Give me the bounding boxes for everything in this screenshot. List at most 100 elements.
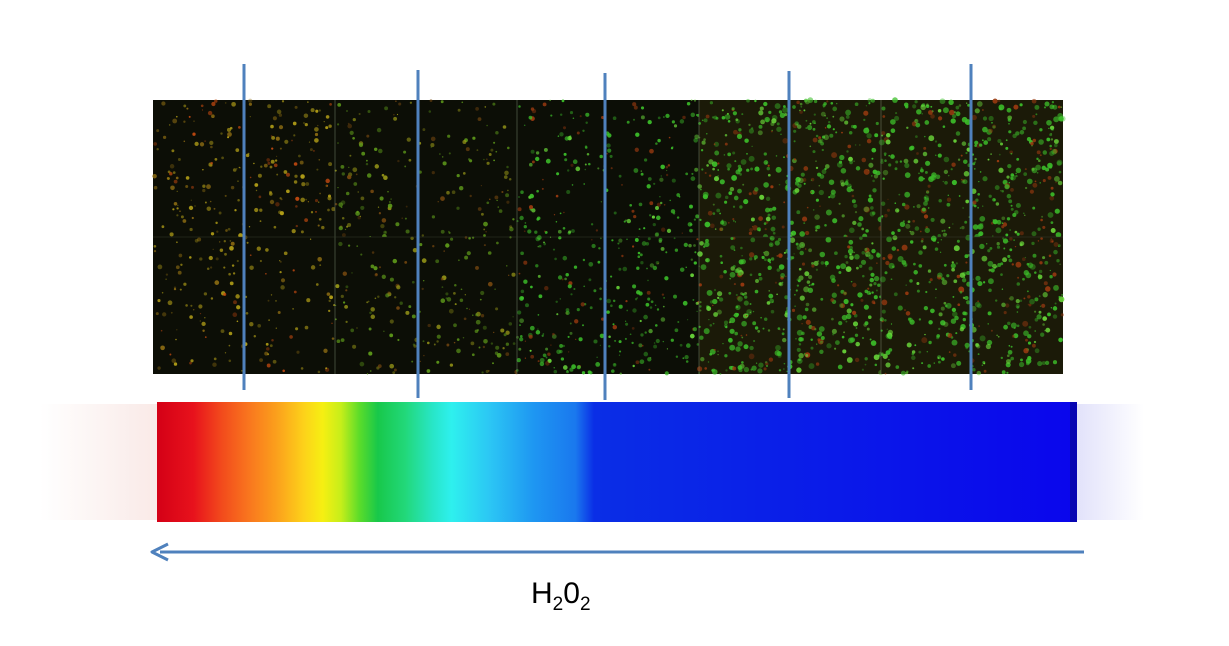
micrograph-speck	[671, 146, 674, 149]
micrograph-speck	[366, 301, 369, 304]
micrograph-speck	[493, 159, 495, 162]
micrograph-speck	[688, 243, 692, 248]
micrograph-speck	[663, 203, 666, 206]
micrograph-speck	[1060, 313, 1065, 317]
micrograph-speck	[436, 334, 441, 339]
micrograph-speck	[799, 109, 801, 112]
micrograph-speck	[229, 126, 233, 130]
micrograph-speck	[1006, 354, 1010, 358]
micrograph-speck	[950, 118, 956, 124]
micrograph-speck	[864, 357, 868, 361]
micrograph-speck	[888, 154, 891, 157]
micrograph-speck	[871, 157, 874, 160]
micrograph-speck	[693, 137, 699, 143]
micrograph-speck	[741, 255, 743, 257]
micrograph-speck	[383, 175, 388, 180]
micrograph-speck	[480, 212, 484, 216]
micrograph-speck	[289, 335, 293, 339]
micrograph-speck	[584, 163, 587, 166]
micrograph-speck	[1054, 302, 1057, 305]
micrograph-speck	[1039, 305, 1042, 307]
micrograph-speck	[673, 124, 678, 128]
micrograph-speck	[971, 114, 977, 121]
micrograph-speck	[664, 276, 669, 281]
micrograph-speck	[735, 293, 738, 297]
micrograph-speck	[862, 274, 865, 278]
micrograph-speck	[249, 254, 252, 257]
micrograph-speck	[864, 206, 870, 213]
micrograph-speck	[782, 328, 785, 331]
micrograph-speck	[395, 222, 400, 227]
micrograph-speck	[1025, 338, 1028, 342]
micrograph-speck	[916, 282, 920, 285]
micrograph-speck	[784, 295, 789, 300]
micrograph-speck	[649, 357, 652, 359]
micrograph-speck	[309, 238, 312, 240]
micrograph-speck	[987, 158, 990, 161]
micrograph-speck	[508, 274, 510, 276]
micrograph-speck	[370, 264, 375, 269]
micrograph-speck	[842, 349, 847, 354]
micrograph-speck	[1040, 218, 1043, 222]
micrograph-speck	[1034, 271, 1037, 274]
micrograph-speck	[737, 341, 743, 347]
micrograph-speck	[560, 357, 565, 361]
micrograph-speck	[270, 294, 273, 296]
micrograph-speck	[671, 120, 675, 124]
micrograph-speck	[308, 141, 311, 143]
micrograph-speck	[800, 105, 803, 108]
micrograph-speck	[433, 343, 436, 346]
micrograph-speck	[910, 230, 915, 236]
micrograph-speck	[581, 371, 586, 375]
micrograph-speck	[657, 262, 659, 265]
micrograph-speck	[328, 309, 331, 313]
micrograph-speck	[1057, 180, 1063, 186]
micrograph-speck	[564, 158, 568, 162]
micrograph-speck	[1058, 170, 1062, 174]
micrograph-speck	[273, 163, 278, 168]
micrograph-speck	[295, 196, 300, 201]
micrograph-speck	[1050, 307, 1053, 309]
micrograph-speck	[821, 148, 824, 152]
micrograph-speck	[1032, 182, 1038, 188]
micrograph-speck	[562, 227, 566, 230]
micrograph-speck	[985, 343, 992, 350]
micrograph-speck	[349, 154, 352, 157]
micrograph-speck	[1003, 324, 1008, 330]
micrograph-speck	[778, 183, 781, 186]
micrograph-speck	[387, 190, 389, 193]
micrograph-speck	[695, 301, 699, 305]
micrograph-speck	[496, 199, 498, 202]
micrograph-speck	[714, 228, 717, 230]
micrograph-speck	[794, 188, 800, 193]
micrograph-speck	[200, 104, 204, 108]
micrograph-speck	[915, 135, 918, 138]
micrograph-speck	[704, 367, 708, 370]
micrograph-speck	[940, 218, 946, 224]
micrograph-speck	[543, 242, 547, 246]
micrograph-speck	[643, 158, 648, 162]
micrograph-speck	[871, 242, 874, 245]
micrograph-speck	[776, 126, 782, 132]
micrograph-speck	[767, 213, 771, 217]
micrograph-speck	[669, 199, 671, 202]
micrograph-speck	[1043, 281, 1048, 286]
micrograph-speck	[348, 166, 350, 169]
micrograph-speck	[943, 263, 947, 267]
micrograph-speck	[763, 250, 770, 257]
micrograph-speck	[998, 153, 1001, 156]
micrograph-speck	[965, 199, 970, 204]
micrograph-speck	[920, 239, 924, 243]
micrograph-speck	[1013, 239, 1015, 241]
micrograph-speck	[1019, 299, 1023, 302]
micrograph-speck	[974, 157, 977, 161]
micrograph-speck	[209, 140, 214, 146]
micrograph-speck	[1026, 290, 1029, 293]
micrograph-speck	[649, 263, 655, 268]
micrograph-speck	[480, 184, 483, 187]
micrograph-speck	[926, 351, 928, 353]
micrograph-speck	[392, 258, 398, 264]
micrograph-speck	[295, 224, 298, 228]
micrograph-speck	[248, 102, 253, 106]
micrograph-speck	[652, 222, 656, 227]
